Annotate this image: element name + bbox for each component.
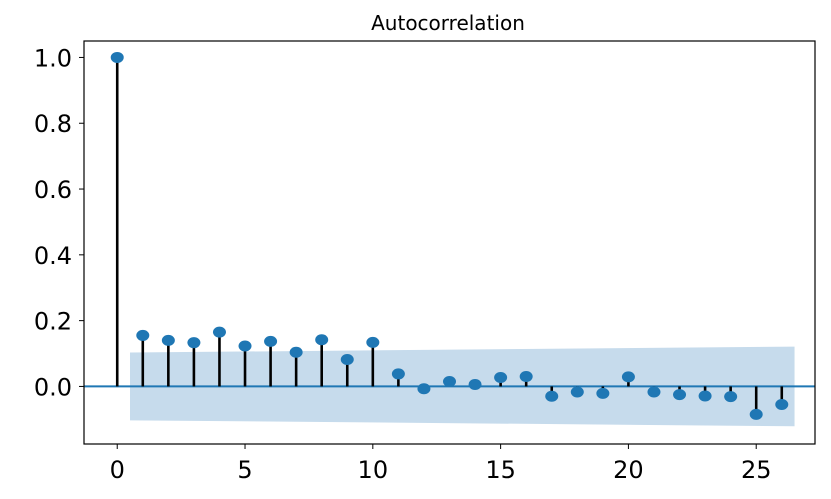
stem-marker-lag-16	[519, 371, 533, 383]
stem-marker-lag-6	[264, 335, 278, 347]
stem-marker-lag-19	[596, 387, 610, 399]
x-axis-ticks: 0 5 10 15 20 25	[110, 444, 772, 484]
stem-marker-lag-5	[238, 340, 252, 352]
stem-marker-lag-22	[673, 389, 687, 401]
stem-marker-lag-2	[161, 334, 175, 346]
stem-marker-lag-3	[187, 337, 201, 349]
y-tick-label: 0.8	[34, 110, 72, 138]
stem-marker-lag-23	[698, 390, 712, 402]
y-tick-label: 0.4	[34, 242, 72, 270]
stem-marker-lag-21	[647, 386, 661, 398]
stem-markers	[110, 51, 789, 420]
y-tick-label: 0.6	[34, 176, 72, 204]
stem-marker-lag-13	[443, 375, 456, 387]
stem-marker-lag-15	[494, 372, 508, 384]
stem-marker-lag-7	[289, 346, 303, 358]
stem-marker-lag-24	[724, 391, 738, 403]
x-tick-label: 0	[110, 456, 125, 484]
x-tick-label: 10	[358, 456, 389, 484]
x-tick-label: 15	[485, 456, 516, 484]
stem-marker-lag-14	[468, 378, 482, 390]
stem-marker-lag-4	[212, 326, 226, 338]
chart-title: Autocorrelation	[371, 11, 525, 35]
stem-marker-lag-8	[315, 334, 329, 346]
stem-marker-lag-1	[136, 329, 150, 341]
stem-marker-lag-26	[775, 399, 789, 411]
y-tick-label: 0.2	[34, 308, 72, 336]
stem-marker-lag-17	[545, 390, 559, 402]
stem-marker-lag-10	[366, 336, 380, 348]
plot-frame	[83, 40, 816, 445]
x-tick-label: 20	[613, 456, 644, 484]
stem-marker-lag-25	[749, 408, 763, 420]
y-tick-label: 1.0	[34, 44, 72, 72]
stem-marker-lag-18	[570, 386, 584, 398]
stem-marker-lag-9	[340, 353, 354, 365]
stem-marker-lag-12	[417, 383, 431, 395]
y-tick-label: 0.0	[34, 373, 72, 401]
stem-marker-lag-20	[621, 371, 635, 383]
x-tick-label: 25	[741, 456, 772, 484]
x-tick-label: 5	[237, 456, 252, 484]
stem-marker-lag-11	[391, 368, 405, 380]
stem-marker-lag-0	[110, 51, 124, 63]
y-axis-ticks: 0.0 0.2 0.4 0.6 0.8 1.0	[34, 44, 84, 401]
